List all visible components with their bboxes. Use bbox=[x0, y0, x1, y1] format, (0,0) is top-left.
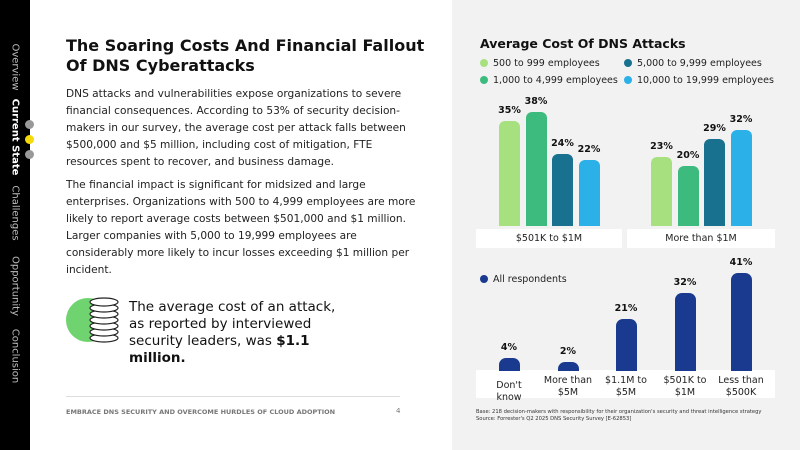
paragraph: The financial impact is significant for … bbox=[66, 179, 416, 276]
legend-item: 1,000 to 4,999 employees bbox=[480, 75, 618, 86]
nav-item: Conclusion bbox=[9, 328, 21, 384]
legend-marker bbox=[624, 59, 632, 67]
legend-item: 5,000 to 9,999 employees bbox=[624, 58, 762, 69]
callout-emphasis: $1.1 million. bbox=[129, 333, 310, 366]
data-label: 20% bbox=[676, 150, 700, 161]
legend-text: 500 to 999 employees bbox=[493, 58, 600, 69]
footnote: Base: 218 decision-makers with responsib… bbox=[476, 409, 762, 423]
category-label: Less than $500K bbox=[718, 375, 764, 398]
nav-item: Opportunity bbox=[9, 255, 21, 317]
title-text: The Soaring Costs And Financial Fallout … bbox=[66, 36, 425, 75]
category-box: More than $1M bbox=[627, 229, 775, 248]
bar bbox=[552, 154, 573, 226]
coins-icon bbox=[66, 297, 119, 343]
footnote-line: Base: 218 decision-makers with responsib… bbox=[476, 409, 762, 415]
data-label: 23% bbox=[650, 141, 673, 152]
bar bbox=[557, 362, 579, 371]
sidebar bbox=[0, 0, 30, 450]
bar bbox=[615, 318, 637, 371]
legend-marker bbox=[480, 59, 488, 67]
category-label: $1.1M to $5M bbox=[605, 375, 647, 398]
footer-rule bbox=[66, 396, 400, 397]
category-label: More than $5M bbox=[543, 375, 593, 398]
bar bbox=[730, 272, 752, 371]
data-label: 22% bbox=[577, 144, 601, 155]
bar bbox=[704, 139, 725, 226]
data-label: 2% bbox=[559, 346, 577, 358]
legend-text: 1,000 to 4,999 employees bbox=[493, 75, 618, 86]
category-label: Don't know bbox=[496, 380, 522, 403]
bar bbox=[674, 293, 696, 371]
bar bbox=[730, 130, 752, 226]
data-label: 21% bbox=[614, 302, 638, 314]
nav-item: Current State bbox=[9, 98, 21, 176]
callout-text: The average cost of an attack, as report… bbox=[129, 299, 336, 349]
category-box bbox=[476, 370, 775, 398]
bar bbox=[525, 112, 547, 226]
legend-item: All respondents bbox=[480, 274, 567, 285]
nav-dot bbox=[25, 120, 34, 129]
page-number: 4 bbox=[396, 407, 401, 415]
bar bbox=[499, 121, 520, 226]
data-label: 29% bbox=[703, 123, 726, 134]
legend-text: All respondents bbox=[493, 274, 567, 285]
data-label: 32% bbox=[673, 277, 697, 289]
title: The Soaring Costs And Financial Fallout … bbox=[66, 36, 426, 76]
body: DNS attacks and vulnerabilities expose o… bbox=[66, 86, 416, 285]
legend-text: 10,000 to 19,999 employees bbox=[637, 75, 774, 86]
legend-marker bbox=[624, 76, 632, 84]
data-label: 35% bbox=[498, 105, 521, 116]
data-label: 32% bbox=[729, 114, 753, 125]
nav-dot bbox=[25, 150, 34, 159]
paragraph: DNS attacks and vulnerabilities expose o… bbox=[66, 88, 406, 168]
bar bbox=[578, 160, 600, 226]
data-label: 38% bbox=[524, 96, 548, 107]
nav-dot bbox=[25, 135, 34, 144]
legend-item: 500 to 999 employees bbox=[480, 58, 600, 69]
bar bbox=[498, 357, 520, 371]
legend-marker bbox=[480, 275, 488, 283]
nav-item: Overview bbox=[9, 43, 21, 91]
category-box: $501K to $1M bbox=[476, 229, 622, 248]
data-label: 41% bbox=[729, 256, 753, 268]
bar bbox=[651, 157, 672, 226]
footer: EMBRACE DNS SECURITY AND OVERCOME HURDLE… bbox=[66, 408, 336, 416]
chart-title: Average Cost Of DNS Attacks bbox=[480, 36, 686, 51]
data-label: 4% bbox=[500, 341, 518, 353]
category-label: $501K to $1M bbox=[663, 375, 707, 398]
nav-item: Challenges bbox=[9, 185, 21, 241]
legend-text: 5,000 to 9,999 employees bbox=[637, 58, 762, 69]
legend-marker bbox=[480, 76, 488, 84]
legend-item: 10,000 to 19,999 employees bbox=[624, 75, 774, 86]
data-label: 24% bbox=[551, 138, 574, 149]
footnote-line: Source: Forrester's Q2 2025 DNS Security… bbox=[476, 416, 632, 422]
bar bbox=[677, 166, 699, 226]
callout: The average cost of an attack, as report… bbox=[129, 299, 344, 367]
